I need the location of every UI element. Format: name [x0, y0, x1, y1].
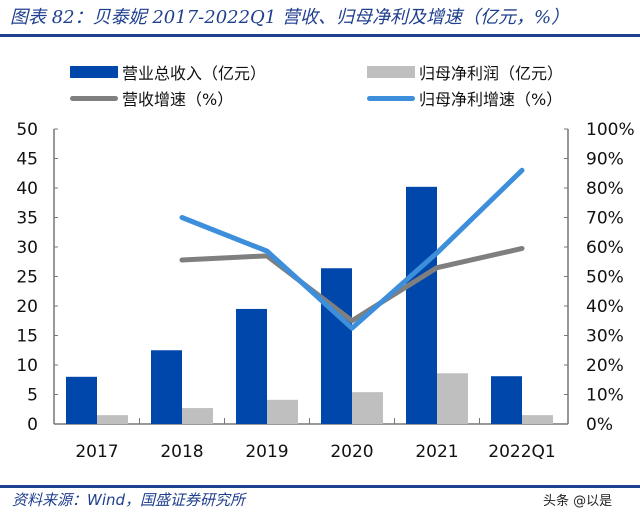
bar-revenue — [236, 308, 267, 424]
bar-revenue — [491, 376, 522, 424]
legend-label-revenue-growth: 营收增速（%） — [122, 90, 234, 109]
legend-item-revenue: 营业总收入（亿元） — [70, 60, 266, 84]
x-axis-tick-label: 2021 — [415, 442, 458, 462]
x-axis-tick-label: 2020 — [330, 442, 373, 462]
legend-swatch-profit-growth — [367, 95, 415, 101]
right-axis-tick-label: 10% — [586, 386, 624, 406]
left-axis-tick-label: 50 — [16, 120, 38, 140]
legend-swatch-profit — [367, 66, 415, 78]
right-axis-tick-label: 60% — [586, 238, 624, 258]
right-axis-tick-label: 20% — [586, 356, 624, 376]
left-axis-tick-label: 30 — [16, 238, 38, 258]
legend-item-revenue-growth: 营收增速（%） — [70, 86, 233, 110]
bar-net-profit — [182, 408, 213, 424]
line-profit-growth — [179, 167, 525, 331]
left-axis-tick-label: 35 — [16, 209, 38, 229]
bar-net-profit — [97, 415, 128, 424]
right-axis-tick-label: 50% — [586, 268, 624, 288]
bar-revenue — [151, 350, 182, 424]
left-axis-tick-label: 40 — [16, 179, 38, 199]
right-axis-tick-label: 30% — [586, 327, 624, 347]
right-axis-tick-label: 0% — [586, 415, 613, 435]
right-axis-tick-label: 40% — [586, 297, 624, 317]
bar-net-profit — [267, 399, 298, 424]
line-revenue-growth — [179, 245, 525, 324]
bar-revenue — [321, 268, 352, 424]
right-axis-tick-label: 90% — [586, 150, 624, 170]
left-axis-tick-label: 5 — [27, 386, 38, 406]
left-axis-tick-label: 45 — [16, 150, 38, 170]
bar-net-profit — [437, 373, 468, 424]
x-axis-tick-label: 2019 — [245, 442, 288, 462]
legend-label-profit-growth: 归母净利增速（%） — [419, 90, 563, 109]
legend-label-profit: 归母净利润（亿元） — [419, 64, 564, 83]
legend-item-profit: 归母净利润（亿元） — [367, 60, 563, 84]
title-divider — [0, 34, 640, 37]
left-axis-tick-label: 0 — [27, 415, 38, 435]
right-axis-tick-label: 100% — [586, 120, 635, 140]
left-axis-tick-label: 25 — [16, 268, 38, 288]
legend-swatch-revenue — [70, 66, 118, 78]
bar-revenue — [66, 376, 97, 424]
left-axis-tick-label: 15 — [16, 327, 38, 347]
x-axis-tick-label: 2017 — [75, 442, 118, 462]
source-note: 资料来源：Wind，国盛证券研究所 — [12, 491, 246, 509]
legend-label-revenue: 营业总收入（亿元） — [122, 64, 267, 83]
chart-title: 图表 82：贝泰妮 2017-2022Q1 营收、归母净利及增速（亿元，%） — [10, 7, 570, 28]
left-axis-tick-label: 20 — [16, 297, 38, 317]
x-axis-tick-label: 2022Q1 — [488, 442, 555, 462]
x-axis-tick-label: 2018 — [160, 442, 203, 462]
left-axis-tick-label: 10 — [16, 356, 38, 376]
watermark: 头条 @以是 — [543, 494, 613, 509]
bar-net-profit — [352, 392, 383, 424]
footer-divider — [0, 485, 640, 488]
bar-net-profit — [522, 415, 553, 424]
right-axis-tick-label: 80% — [586, 179, 624, 199]
right-axis-tick-label: 70% — [586, 209, 624, 229]
legend-item-profit-growth: 归母净利增速（%） — [367, 86, 562, 110]
bar-revenue — [406, 186, 437, 424]
legend-swatch-revenue-growth — [70, 95, 118, 101]
